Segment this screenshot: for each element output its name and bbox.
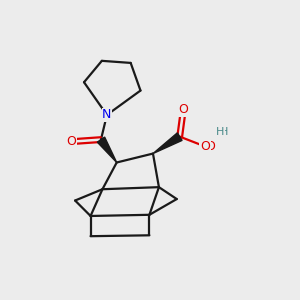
Text: O: O (200, 140, 210, 153)
Text: N: N (102, 108, 112, 122)
Text: O: O (178, 103, 188, 116)
Polygon shape (153, 133, 182, 154)
Text: O: O (205, 140, 215, 153)
Text: H: H (216, 127, 224, 137)
Polygon shape (97, 137, 117, 163)
Text: O: O (66, 135, 76, 148)
Text: H: H (220, 127, 228, 137)
